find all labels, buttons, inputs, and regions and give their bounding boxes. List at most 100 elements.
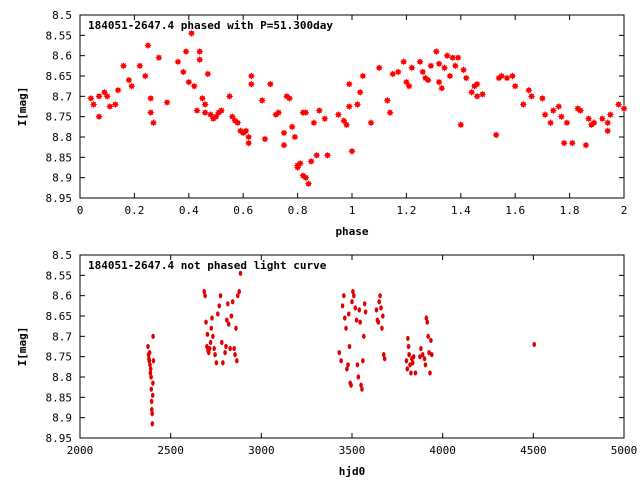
data-point xyxy=(427,350,431,356)
data-point xyxy=(349,382,353,388)
data-point xyxy=(356,88,364,96)
data-point xyxy=(342,121,351,129)
data-point xyxy=(344,325,348,331)
data-point xyxy=(492,131,500,139)
x-tick-label: 1.6 xyxy=(505,204,525,217)
data-point xyxy=(106,102,114,111)
x-tick-label: 0.2 xyxy=(124,204,144,217)
data-point xyxy=(151,333,155,339)
data-point xyxy=(174,58,182,66)
data-point xyxy=(359,72,367,80)
data-point xyxy=(217,106,226,115)
data-point xyxy=(345,366,349,372)
data-point xyxy=(119,62,128,70)
data-point xyxy=(346,311,351,317)
x-tick-label: 0.6 xyxy=(233,204,253,217)
data-point xyxy=(232,345,236,352)
data-point xyxy=(206,111,215,119)
data-point xyxy=(238,270,243,276)
data-point xyxy=(563,119,571,127)
data-point xyxy=(350,299,354,305)
chart-title: 184051-2647.4 not phased light curve xyxy=(88,259,327,272)
y-tick-label: 8.8 xyxy=(52,131,72,144)
data-point xyxy=(193,106,201,115)
data-point xyxy=(408,362,412,368)
data-point xyxy=(147,350,152,356)
data-point xyxy=(307,157,315,165)
data-point xyxy=(604,127,612,135)
data-point xyxy=(95,92,103,100)
data-point xyxy=(532,341,537,348)
data-point xyxy=(203,293,207,299)
y-tick-label: 8.95 xyxy=(46,432,73,445)
data-point xyxy=(413,370,418,376)
data-point xyxy=(235,358,239,364)
data-point xyxy=(196,56,204,64)
data-point xyxy=(315,106,323,115)
data-point xyxy=(136,62,144,70)
data-point xyxy=(449,54,457,62)
x-tick-label: 1.2 xyxy=(396,204,416,217)
x-tick-label: 1 xyxy=(349,204,356,217)
data-point xyxy=(179,68,187,76)
data-point xyxy=(451,62,459,70)
data-point xyxy=(141,72,149,80)
y-tick-label: 8.55 xyxy=(46,269,73,282)
data-point xyxy=(508,72,517,80)
data-point xyxy=(379,305,383,311)
data-point xyxy=(149,386,154,392)
data-point xyxy=(606,111,614,119)
data-point xyxy=(358,319,362,325)
data-point xyxy=(144,41,152,50)
data-point xyxy=(155,54,163,62)
x-tick-label: 2000 xyxy=(67,444,94,457)
data-point xyxy=(440,64,449,72)
data-point xyxy=(208,339,213,346)
data-point xyxy=(423,362,428,368)
data-point xyxy=(216,311,220,317)
data-point xyxy=(383,96,391,104)
axis-ticks: 2000 2500 3000 3500 4000 4500 5000 8.5 8.55 8.6 8.… xyxy=(46,249,638,457)
data-point xyxy=(377,299,382,305)
data-point xyxy=(394,68,402,76)
data-point xyxy=(400,58,408,66)
data-point xyxy=(360,386,364,392)
data-point xyxy=(151,358,156,364)
data-point xyxy=(568,139,576,147)
data-point xyxy=(419,345,423,352)
data-point xyxy=(228,345,232,352)
data-point xyxy=(163,98,171,107)
data-point xyxy=(427,62,435,70)
data-point xyxy=(310,119,318,127)
data-point xyxy=(582,141,590,149)
data-point xyxy=(87,94,95,102)
data-point xyxy=(147,109,155,117)
data-point xyxy=(210,315,214,321)
data-point xyxy=(247,80,255,88)
data-point xyxy=(340,117,348,125)
data-point xyxy=(323,151,332,159)
data-point xyxy=(212,113,220,121)
data-point xyxy=(557,113,566,121)
data-point xyxy=(546,119,555,127)
x-tick-label: 1.4 xyxy=(451,204,471,217)
data-point xyxy=(190,82,198,90)
data-point xyxy=(302,109,310,117)
data-point xyxy=(620,104,628,113)
data-point xyxy=(353,305,358,311)
data-point xyxy=(363,309,368,315)
data-point xyxy=(225,301,230,307)
data-point xyxy=(614,100,623,109)
x-axis-label: hjd0 xyxy=(339,465,366,478)
data-point xyxy=(202,289,207,295)
data-point xyxy=(339,358,343,364)
data-point xyxy=(590,119,598,127)
data-point xyxy=(419,68,427,76)
data-point xyxy=(150,411,154,417)
data-point xyxy=(435,60,443,68)
data-point xyxy=(258,96,266,104)
data-point xyxy=(147,358,152,364)
data-point xyxy=(182,48,190,56)
plot-frame xyxy=(79,254,625,439)
